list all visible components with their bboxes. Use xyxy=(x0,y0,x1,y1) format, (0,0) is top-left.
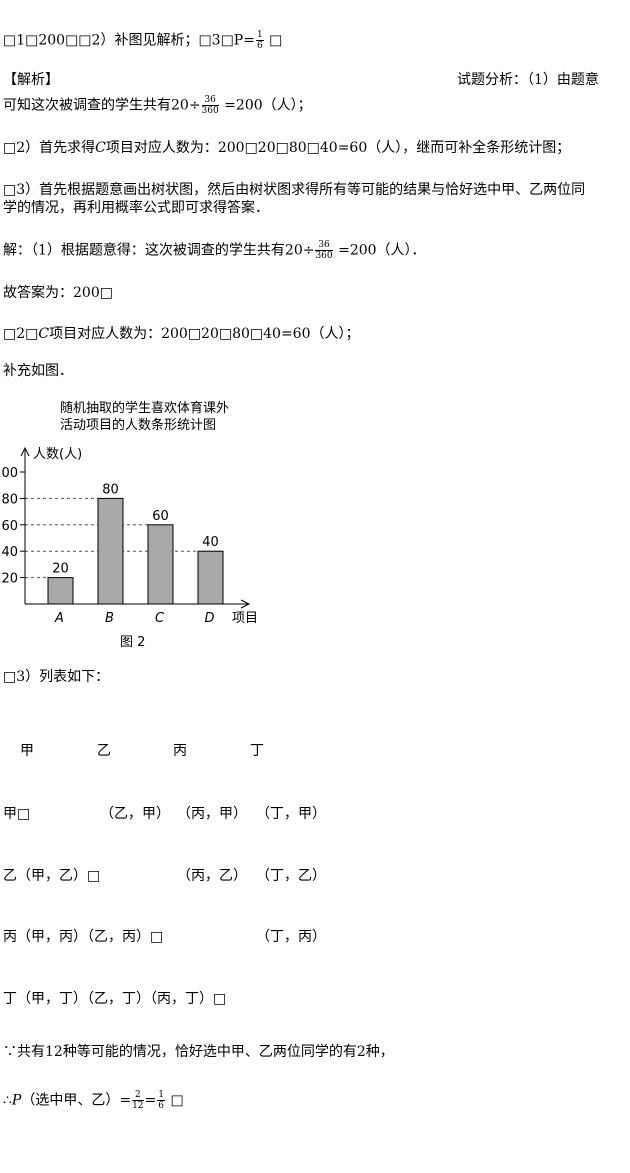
denominator: 12 xyxy=(132,1101,144,1111)
equals: = xyxy=(144,1092,157,1109)
chart-caption: 图 2 xyxy=(120,635,145,650)
denominator: 6 xyxy=(158,1101,164,1111)
solution-line-5: □3）列表如下： xyxy=(3,669,110,685)
numerator: 1 xyxy=(157,1090,165,1101)
table-cell: 丁（甲，丁）（乙，丁）（丙，丁）□ xyxy=(3,991,227,1007)
analysis-heading: 【解析】 xyxy=(3,72,59,88)
y-axis-label: 人数(人) xyxy=(33,447,82,462)
text: 项目对应人数为：200□20□80□40=60（人），继而可补全条形统计图； xyxy=(105,140,571,156)
answer-text: □1□200□□2）补图见解析；□3□P= xyxy=(3,32,255,49)
bar-chart: 随机抽取的学生喜欢体育课外 活动项目的人数条形统计图 人数(人) 项目 图 2 … xyxy=(0,400,258,650)
analysis-line-3b: 学的情况，再利用概率公式即可求得答案． xyxy=(3,200,269,216)
analysis-line-1: 可知这次被调查的学生共有20÷ 36 360 =200（人）； xyxy=(3,95,312,116)
category-label: B xyxy=(105,611,114,626)
solution-line-6: ∵共有12种等可能的情况，恰好选中甲、乙两位同学的有2种， xyxy=(3,1044,394,1060)
table-cell: （丙，乙） xyxy=(177,868,247,884)
y-axis-arrow xyxy=(20,446,30,457)
table-cell: 乙（甲，乙）□ xyxy=(3,868,101,884)
solution-line-3: □2□C项目对应人数为：200□20□80□40=60（人）； xyxy=(3,325,360,343)
denominator: 6 xyxy=(256,41,263,51)
numerator: 1 xyxy=(255,30,264,41)
table-cell: （丙，甲） xyxy=(177,806,247,822)
data-label: 60 xyxy=(152,509,169,524)
text: 解：（1）根据题意得：这次被调查的学生共有20÷ xyxy=(3,242,315,259)
solution-line-2: 故答案为：200□ xyxy=(3,285,113,301)
bar-D xyxy=(197,550,224,605)
chart-title-line-2: 活动项目的人数条形统计图 xyxy=(60,417,216,433)
numerator: 36 xyxy=(201,95,219,106)
text: 可知这次被调查的学生共有20÷ xyxy=(3,97,201,114)
table-cell: （乙，甲） xyxy=(100,806,170,822)
solution-line-7: ∴P（选中甲、乙）= 2 12 = 1 6 □ xyxy=(3,1090,184,1111)
table-cell: 丙（甲，丙）（乙，丙）□ xyxy=(3,929,164,945)
item-c: C xyxy=(38,326,50,342)
text: （选中甲、乙）= xyxy=(21,1092,132,1109)
table-header-cell: 丁 xyxy=(250,743,264,759)
fraction: 2 12 xyxy=(132,1090,144,1111)
table-header-cell: 丙 xyxy=(173,743,187,759)
numerator: 2 xyxy=(132,1090,144,1101)
item-c: C xyxy=(95,140,106,156)
y-tick-label: 80 xyxy=(1,492,18,507)
p-symbol: P xyxy=(11,1092,22,1109)
answer-end: □ xyxy=(264,32,283,49)
text: 项目对应人数为：200□20□80□40=60（人）； xyxy=(49,326,360,342)
data-label: 20 xyxy=(52,562,69,577)
solution-line-4: 补充如图． xyxy=(3,363,73,379)
y-tick-label: 100 xyxy=(0,466,18,481)
text: □ xyxy=(166,1092,184,1109)
bar-A xyxy=(47,577,74,605)
fraction: 36 360 xyxy=(201,95,219,116)
denominator: 360 xyxy=(315,251,333,261)
y-tick-label: 60 xyxy=(1,519,18,534)
table-cell: （丁，乙） xyxy=(256,868,326,884)
chart-title-line-1: 随机抽取的学生喜欢体育课外 xyxy=(60,400,229,416)
bar-B xyxy=(97,497,124,605)
text: =200（人）． xyxy=(333,242,426,259)
category-label: D xyxy=(204,611,214,626)
numerator: 36 xyxy=(315,240,333,251)
table-cell: （丁，丙） xyxy=(256,929,326,945)
fraction: 36 360 xyxy=(315,240,333,261)
data-label: 80 xyxy=(102,482,119,497)
text: □2□ xyxy=(3,326,39,342)
bar-C xyxy=(147,524,174,605)
analysis-line-3a: □3）首先根据题意画出树状图，然后由树状图求得所有等可能的结果与恰好选中甲、乙两… xyxy=(3,182,586,198)
analysis-line-2: □2）首先求得C项目对应人数为：200□20□80□40=60（人），继而可补全… xyxy=(3,139,570,157)
y-tick-label: 20 xyxy=(1,572,18,587)
text: □2）首先求得 xyxy=(3,140,96,156)
y-tick-label: 40 xyxy=(1,545,18,560)
therefore: ∴ xyxy=(3,1092,12,1109)
table-header-cell: 乙 xyxy=(97,743,111,759)
text: =200（人）； xyxy=(219,97,312,114)
category-label: A xyxy=(54,611,64,626)
denominator: 360 xyxy=(201,106,219,116)
x-axis-label: 项目 xyxy=(232,611,258,626)
answer-line: □1□200□□2）补图见解析；□3□P= 1 6 □ xyxy=(3,30,282,51)
solution-line-1: 解：（1）根据题意得：这次被调查的学生共有20÷ 36 360 =200（人）． xyxy=(3,240,426,261)
table-cell: （丁，甲） xyxy=(256,806,326,822)
table-header-cell: 甲 xyxy=(20,743,34,759)
category-label: C xyxy=(155,611,165,626)
x-axis-arrow xyxy=(240,599,251,609)
data-label: 40 xyxy=(202,535,219,550)
analysis-intro: 试题分析：（1）由题意 xyxy=(457,72,599,88)
table-cell: 甲□ xyxy=(3,806,31,822)
